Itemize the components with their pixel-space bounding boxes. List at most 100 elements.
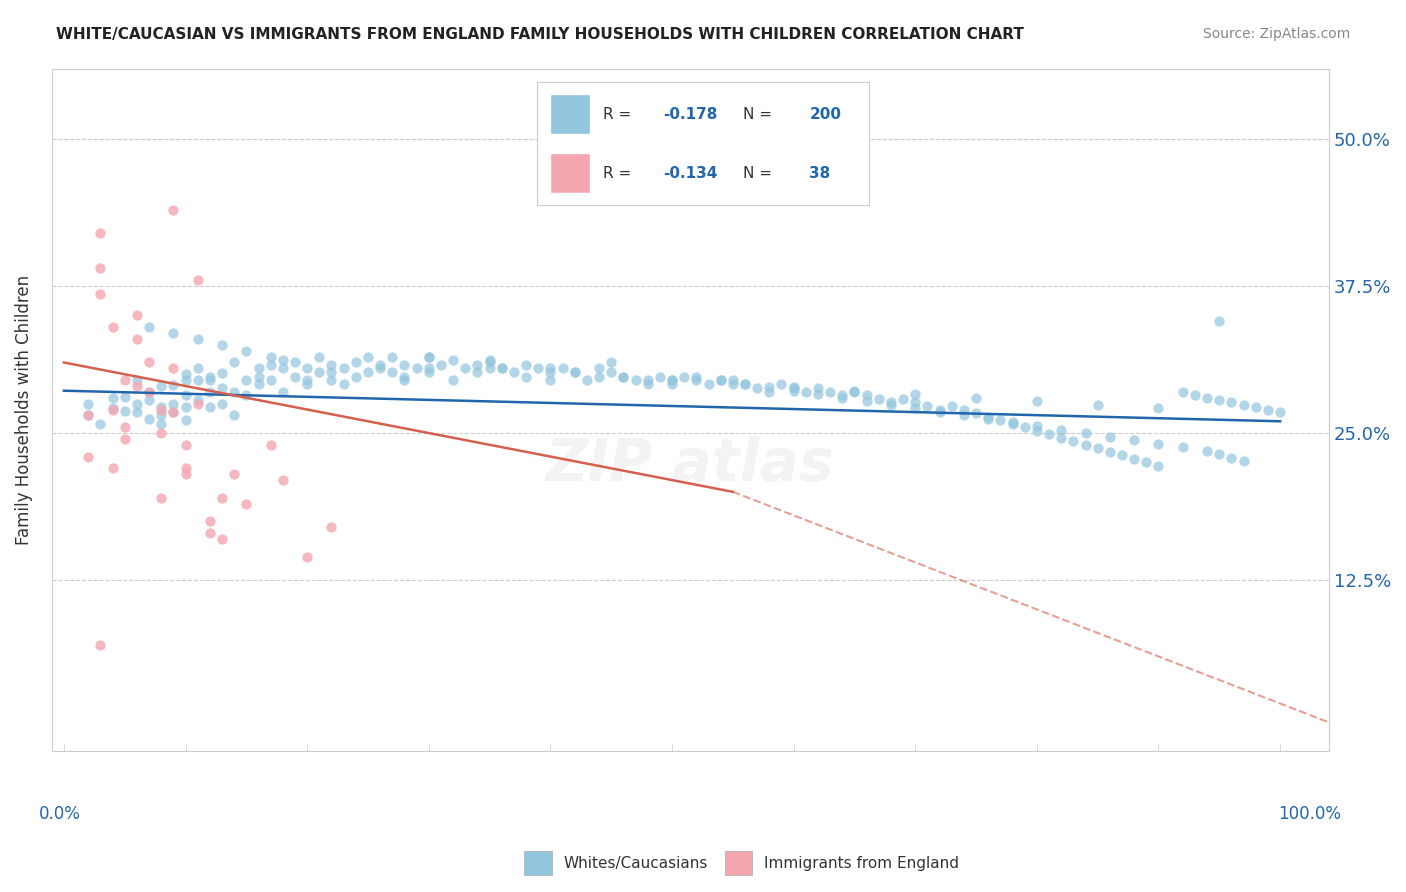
Point bbox=[491, 361, 513, 376]
Point bbox=[1098, 445, 1121, 459]
Point bbox=[904, 387, 927, 401]
Point bbox=[89, 261, 111, 276]
Point bbox=[260, 350, 283, 364]
Point bbox=[150, 417, 173, 431]
Point bbox=[381, 350, 404, 364]
Point bbox=[831, 388, 853, 402]
Point bbox=[150, 491, 173, 505]
Point bbox=[174, 461, 197, 475]
Point bbox=[394, 358, 416, 372]
Point bbox=[564, 365, 586, 379]
Point bbox=[418, 365, 440, 379]
Point bbox=[138, 384, 160, 399]
Point bbox=[308, 365, 330, 379]
Point bbox=[953, 402, 976, 417]
Point bbox=[928, 402, 950, 417]
Point bbox=[624, 373, 647, 387]
Point bbox=[1208, 314, 1230, 328]
Point bbox=[661, 376, 683, 391]
Text: 100.0%: 100.0% bbox=[1278, 805, 1341, 823]
Point bbox=[1268, 405, 1291, 419]
Point bbox=[224, 467, 246, 482]
Point bbox=[321, 358, 343, 372]
Point bbox=[612, 369, 634, 384]
Point bbox=[224, 384, 246, 399]
Point bbox=[114, 432, 136, 446]
Point bbox=[747, 381, 769, 395]
Point bbox=[125, 405, 148, 419]
Point bbox=[418, 361, 440, 376]
Point bbox=[174, 373, 197, 387]
Point bbox=[1208, 447, 1230, 461]
Point bbox=[1257, 402, 1279, 417]
Point bbox=[600, 355, 623, 369]
Point bbox=[588, 361, 610, 376]
Point bbox=[162, 202, 184, 217]
Point bbox=[612, 369, 634, 384]
Point bbox=[89, 287, 111, 301]
Point bbox=[661, 373, 683, 387]
Point bbox=[1087, 398, 1109, 412]
Point bbox=[162, 397, 184, 411]
Point bbox=[782, 384, 804, 398]
Point bbox=[1025, 424, 1047, 438]
Point bbox=[187, 332, 209, 346]
Point bbox=[271, 473, 294, 487]
Point bbox=[1135, 455, 1157, 469]
Point bbox=[211, 381, 233, 395]
Point bbox=[1123, 451, 1146, 466]
FancyBboxPatch shape bbox=[725, 851, 752, 875]
Point bbox=[89, 638, 111, 652]
Point bbox=[1233, 454, 1256, 468]
Point bbox=[211, 397, 233, 411]
Point bbox=[138, 355, 160, 369]
Point bbox=[855, 388, 877, 402]
Point bbox=[491, 361, 513, 376]
Point bbox=[89, 417, 111, 431]
Point bbox=[454, 361, 477, 376]
Point bbox=[162, 405, 184, 419]
Point bbox=[1233, 398, 1256, 412]
Point bbox=[295, 361, 318, 376]
Point bbox=[344, 369, 367, 384]
Point bbox=[891, 392, 914, 406]
Point bbox=[637, 373, 659, 387]
Point bbox=[198, 400, 221, 414]
Point bbox=[1244, 400, 1267, 414]
Point bbox=[758, 380, 780, 394]
Point bbox=[125, 379, 148, 393]
Point bbox=[114, 373, 136, 387]
Point bbox=[162, 326, 184, 340]
Point bbox=[125, 397, 148, 411]
Point bbox=[174, 368, 197, 382]
Point bbox=[198, 526, 221, 541]
Point bbox=[977, 409, 1000, 424]
Point bbox=[685, 373, 707, 387]
Point bbox=[260, 438, 283, 452]
Point bbox=[1014, 420, 1036, 434]
Point bbox=[515, 369, 537, 384]
Point bbox=[538, 373, 561, 387]
Point bbox=[965, 391, 987, 405]
Point bbox=[394, 369, 416, 384]
Point bbox=[418, 350, 440, 364]
Point bbox=[794, 384, 817, 399]
Point bbox=[1025, 394, 1047, 409]
Point bbox=[1074, 438, 1097, 452]
FancyBboxPatch shape bbox=[524, 851, 551, 875]
Point bbox=[332, 376, 354, 391]
Point bbox=[1038, 427, 1060, 442]
Point bbox=[260, 373, 283, 387]
Point bbox=[235, 373, 257, 387]
Point bbox=[308, 350, 330, 364]
Point bbox=[138, 393, 160, 408]
Point bbox=[1123, 433, 1146, 447]
Point bbox=[247, 369, 270, 384]
Text: Whites/Caucasians: Whites/Caucasians bbox=[564, 855, 707, 871]
Point bbox=[260, 358, 283, 372]
Point bbox=[1050, 423, 1073, 437]
Point bbox=[247, 361, 270, 376]
Text: Immigrants from England: Immigrants from England bbox=[765, 855, 959, 871]
Point bbox=[174, 400, 197, 414]
Point bbox=[162, 377, 184, 392]
